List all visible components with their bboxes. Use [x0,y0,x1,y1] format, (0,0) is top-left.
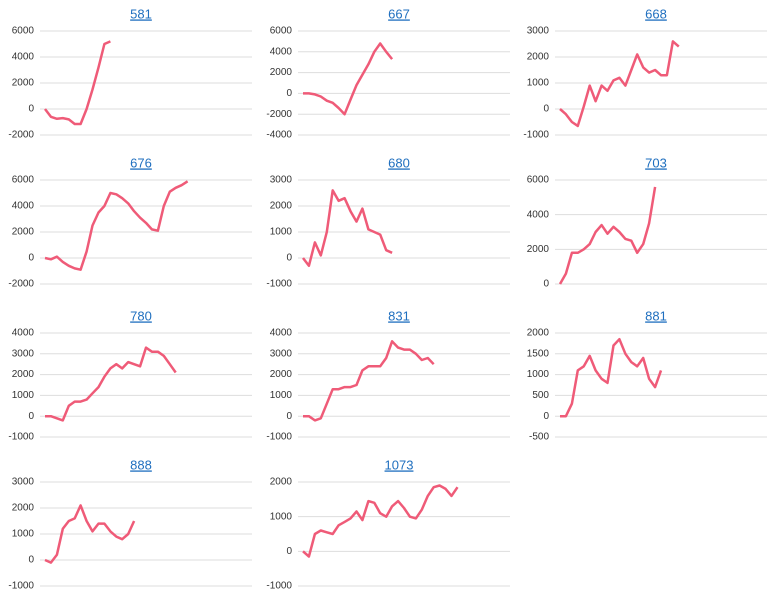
data-line [302,484,459,558]
y-tick-label: 3000 [12,348,35,359]
y-tick-label: 3000 [12,477,35,488]
y-tick-label: 4000 [270,46,293,57]
y-tick-label: 2000 [12,227,35,238]
y-tick-label: 0 [286,253,292,264]
chart-title-link[interactable]: 888 [130,457,152,472]
y-tick-label: 1000 [270,390,293,401]
data-line [44,180,189,271]
y-tick-label: 2000 [270,477,293,488]
y-tick-label: 1000 [270,511,293,522]
y-tick-label: 3000 [270,348,293,359]
y-tick-label: 2000 [270,369,293,380]
y-tick-label: -1000 [8,432,34,443]
y-tick-label: 0 [543,411,549,422]
chart-title-link[interactable]: 668 [645,6,667,21]
y-tick-label: 2000 [527,52,550,63]
y-tick-label: 3000 [527,26,550,37]
chart-title-link[interactable]: 1073 [385,457,414,472]
y-tick-label: 4000 [527,209,550,220]
chart-title-link[interactable]: 703 [645,155,667,170]
y-tick-label: 3000 [270,175,293,186]
chart-title-link[interactable]: 667 [388,6,410,21]
data-line [302,189,393,268]
y-tick-label: 0 [286,88,292,99]
y-tick-label: 4000 [270,328,293,339]
y-tick-label: 4000 [12,52,35,63]
chart-title-link[interactable]: 581 [130,6,152,21]
chart-title-link[interactable]: 680 [388,155,410,170]
y-tick-label: 2000 [527,328,550,339]
y-tick-label: 0 [28,253,34,264]
y-tick-label: -1000 [8,581,34,592]
y-tick-label: 0 [543,279,549,290]
y-tick-label: 0 [28,411,34,422]
y-tick-label: 6000 [12,175,35,186]
data-line [303,340,435,422]
y-tick-label: 0 [28,555,34,566]
chart-title-link[interactable]: 676 [130,155,152,170]
y-tick-label: 2000 [270,201,293,212]
y-tick-label: 2000 [12,369,35,380]
y-tick-label: 2000 [270,67,293,78]
y-tick-label: -2000 [266,109,292,120]
y-tick-label: -4000 [266,130,292,141]
data-line [558,186,657,285]
chart-title-link[interactable]: 831 [388,308,410,323]
y-tick-label: -1000 [266,279,292,290]
y-tick-label: 6000 [527,175,550,186]
y-tick-label: -2000 [8,130,34,141]
y-tick-label: 6000 [270,26,293,37]
y-tick-label: 1000 [527,369,550,380]
y-tick-label: 2000 [12,503,35,514]
chart-title-link[interactable]: 780 [130,308,152,323]
data-line [560,337,663,418]
y-tick-label: 1500 [527,348,550,359]
y-tick-label: 4000 [12,328,35,339]
y-tick-label: 0 [543,104,549,115]
y-tick-label: -1000 [266,581,292,592]
y-tick-label: 1000 [12,529,35,540]
y-tick-label: 2000 [527,244,550,255]
data-line [559,40,680,128]
y-tick-label: -2000 [8,279,34,290]
y-tick-label: 1000 [527,78,550,89]
y-tick-label: 6000 [12,26,35,37]
y-tick-label: 1000 [270,227,293,238]
y-tick-label: 0 [286,546,292,557]
y-tick-label: 1000 [12,390,35,401]
y-tick-label: 4000 [12,201,35,212]
y-tick-label: 2000 [12,78,35,89]
data-line [44,40,111,126]
data-line [44,504,136,564]
y-tick-label: 500 [532,390,549,401]
y-tick-label: 0 [28,104,34,115]
y-tick-label: -1000 [523,130,549,141]
data-line [303,42,394,116]
data-line [45,346,177,422]
y-tick-label: -1000 [266,432,292,443]
y-tick-label: -500 [529,432,549,443]
chart-title-link[interactable]: 881 [645,308,667,323]
y-tick-label: 0 [286,411,292,422]
